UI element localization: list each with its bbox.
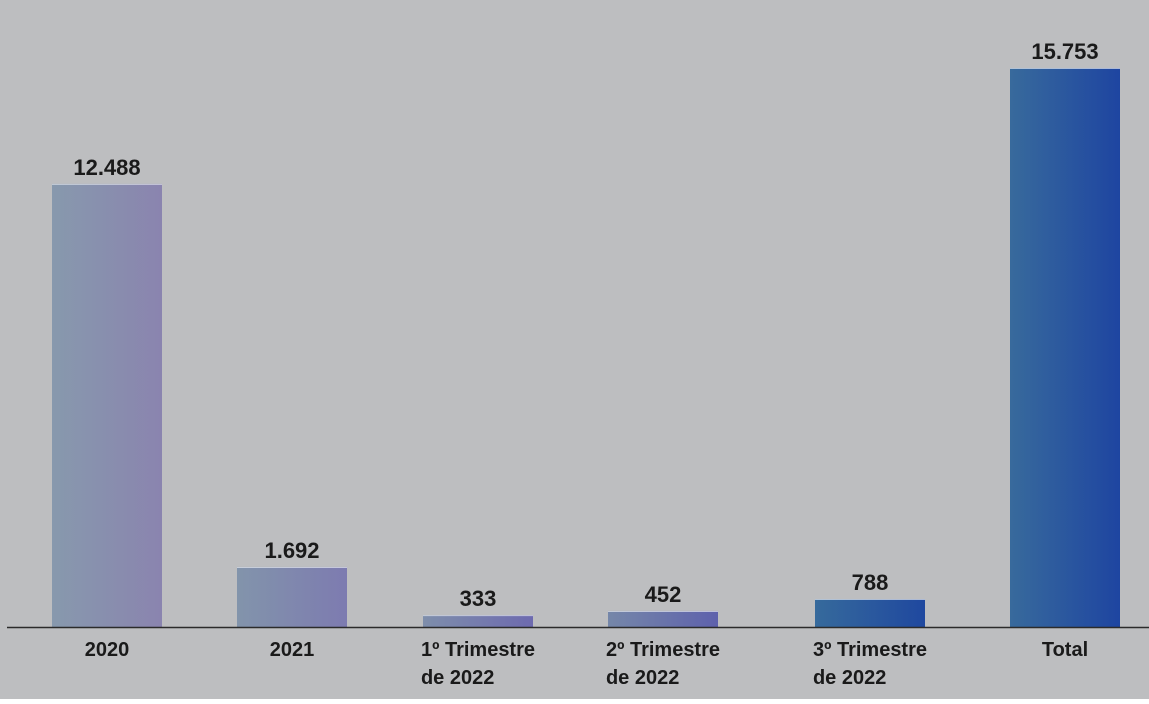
bar-3 [608,610,718,627]
data-label-1: 1.692 [264,538,319,563]
data-label-4: 788 [852,570,889,595]
data-label-2: 333 [460,586,497,611]
bars-group [52,68,1120,628]
data-label-3: 452 [645,582,682,607]
data-label-5: 15.753 [1031,39,1098,64]
category-label-1: 2021 [270,639,315,661]
category-label-3: 2º Trimestre de 2022 [606,639,720,689]
category-label-4: 3º Trimestre de 2022 [813,639,927,689]
category-label-2: 1º Trimestre de 2022 [421,639,535,689]
bar-4 [815,599,925,627]
bar-1 [237,566,347,627]
data-label-0: 12.488 [73,155,140,180]
labels-group: 12.488 2020 1.692 2021 333 1º Trimestre de 202… [73,39,1098,689]
bar-2 [423,615,533,627]
category-label-0: 2020 [85,639,130,661]
bar-5 [1010,68,1120,627]
category-label-5: Total [1042,639,1088,661]
bar-0 [52,183,162,628]
